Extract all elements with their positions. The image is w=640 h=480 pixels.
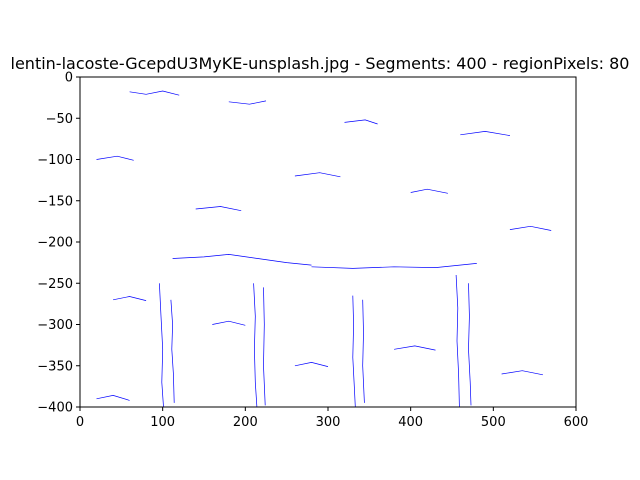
segment-line-22 (501, 370, 543, 376)
segment-line-8 (172, 254, 312, 266)
y-tick-label: 0 (65, 71, 73, 86)
x-axis-ticks: 0 100 200 300 400 500 600 (76, 407, 589, 430)
segment-line-24 (294, 362, 329, 367)
segment-line-16 (410, 188, 448, 194)
segment-line-7 (468, 283, 472, 406)
y-tick-label: −300 (37, 318, 73, 333)
y-tick-label: −100 (37, 153, 73, 168)
y-tick-label: −400 (37, 401, 73, 416)
segment-line-6 (455, 274, 460, 408)
segment-line-17 (195, 206, 242, 212)
segment-line-0 (170, 299, 175, 403)
x-tick-label: 400 (398, 415, 423, 430)
x-tick-label: 0 (76, 415, 84, 430)
segment-lines (96, 90, 552, 408)
segment-line-5 (362, 299, 365, 403)
y-tick-label: −200 (37, 236, 73, 251)
segment-line-10 (129, 90, 180, 96)
segment-line-19 (113, 296, 147, 301)
segment-line-2 (253, 283, 258, 408)
segment-line-15 (294, 172, 341, 178)
segment-line-18 (509, 225, 552, 231)
x-tick-label: 300 (316, 415, 341, 430)
segment-line-20 (212, 320, 246, 326)
chart-title: lentin-lacoste-GcepdU3MyKE-unsplash.jpg … (11, 54, 630, 73)
segment-line-21 (394, 345, 436, 351)
x-tick-label: 500 (481, 415, 506, 430)
segment-line-23 (96, 395, 130, 401)
y-tick-label: −250 (37, 277, 73, 292)
segment-line-3 (263, 287, 266, 406)
x-tick-label: 200 (233, 415, 258, 430)
x-tick-label: 100 (150, 415, 175, 430)
y-tick-label: −150 (37, 194, 73, 209)
segment-line-14 (96, 155, 134, 161)
y-tick-label: −350 (37, 359, 73, 374)
segment-line-4 (352, 295, 356, 408)
x-tick-label: 600 (564, 415, 589, 430)
segment-line-11 (228, 100, 267, 105)
y-axis-ticks: 0 −50 −100 −150 −200 −250 −300 −350 −400 (37, 71, 80, 416)
y-tick-label: −50 (46, 112, 73, 127)
segment-line-1 (159, 283, 164, 408)
segment-line-9 (311, 263, 477, 269)
segment-line-13 (460, 131, 510, 136)
segment-line-12 (344, 119, 378, 125)
plot-area (79, 76, 577, 408)
